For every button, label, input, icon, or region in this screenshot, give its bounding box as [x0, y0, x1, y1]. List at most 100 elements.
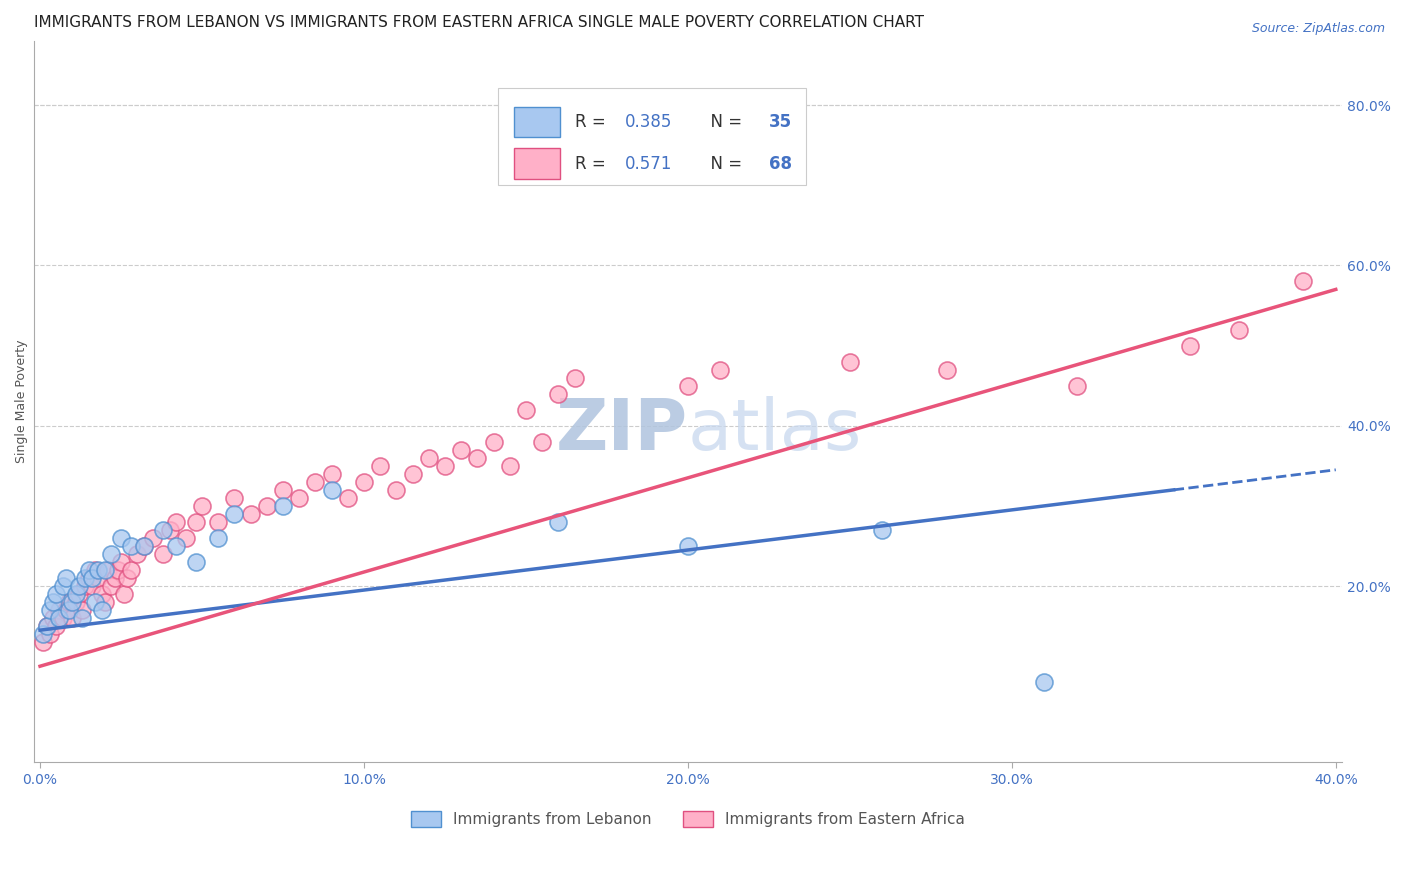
Point	[42, 595, 65, 609]
Point	[32, 627, 55, 641]
Point	[499, 458, 522, 473]
Point	[52, 579, 75, 593]
Point	[55, 603, 77, 617]
Text: 0.385: 0.385	[626, 112, 672, 131]
Point	[936, 362, 959, 376]
Point	[288, 491, 311, 505]
Text: R =: R =	[575, 154, 617, 172]
Text: atlas: atlas	[688, 396, 862, 465]
Point	[224, 491, 246, 505]
Point	[142, 531, 165, 545]
Point	[482, 434, 505, 449]
Point	[152, 523, 174, 537]
Point	[32, 635, 55, 649]
Point	[87, 563, 110, 577]
Point	[191, 499, 214, 513]
Text: 0.571: 0.571	[626, 154, 672, 172]
Point	[304, 475, 326, 489]
Point	[271, 483, 294, 497]
Point	[676, 378, 699, 392]
Point	[48, 603, 70, 617]
Point	[418, 450, 440, 465]
Point	[55, 571, 77, 585]
Bar	[498, 87, 806, 186]
Point	[152, 547, 174, 561]
Y-axis label: Single Male Poverty: Single Male Poverty	[15, 340, 28, 464]
Point	[321, 483, 343, 497]
Point	[67, 587, 90, 601]
Point	[872, 523, 894, 537]
Point	[45, 587, 67, 601]
Point	[94, 595, 117, 609]
Point	[94, 563, 117, 577]
Bar	[513, 148, 560, 178]
Point	[127, 547, 149, 561]
Point	[58, 595, 80, 609]
Point	[35, 619, 58, 633]
Text: ZIP: ZIP	[555, 396, 688, 465]
Point	[515, 402, 537, 417]
Text: N =: N =	[700, 154, 747, 172]
Point	[709, 362, 731, 376]
Legend: Immigrants from Lebanon, Immigrants from Eastern Africa: Immigrants from Lebanon, Immigrants from…	[411, 811, 965, 827]
Point	[239, 507, 262, 521]
Point	[174, 531, 197, 545]
Point	[336, 491, 359, 505]
Point	[385, 483, 408, 497]
Point	[77, 563, 100, 577]
Point	[165, 539, 187, 553]
Text: R =: R =	[575, 112, 617, 131]
Text: Source: ZipAtlas.com: Source: ZipAtlas.com	[1251, 22, 1385, 36]
Point	[70, 611, 93, 625]
Point	[271, 499, 294, 513]
Point	[531, 434, 554, 449]
Point	[184, 515, 207, 529]
Point	[70, 603, 93, 617]
Point	[77, 571, 100, 585]
Point	[184, 555, 207, 569]
Point	[1292, 274, 1315, 288]
Point	[80, 571, 103, 585]
Bar	[513, 106, 560, 136]
Point	[87, 571, 110, 585]
Point	[321, 467, 343, 481]
Point	[107, 563, 129, 577]
Point	[100, 547, 122, 561]
Point	[65, 595, 87, 609]
Point	[401, 467, 423, 481]
Point	[90, 603, 112, 617]
Text: 68: 68	[769, 154, 792, 172]
Point	[433, 458, 456, 473]
Point	[42, 611, 65, 625]
Point	[48, 611, 70, 625]
Point	[1033, 675, 1056, 690]
Point	[35, 619, 58, 633]
Point	[353, 475, 375, 489]
Point	[1066, 378, 1088, 392]
Point	[45, 619, 67, 633]
Point	[84, 595, 107, 609]
Text: N =: N =	[700, 112, 747, 131]
Point	[676, 539, 699, 553]
Point	[67, 579, 90, 593]
Point	[207, 531, 229, 545]
Point	[110, 531, 132, 545]
Point	[97, 563, 120, 577]
Point	[165, 515, 187, 529]
Point	[132, 539, 155, 553]
Point	[450, 442, 472, 457]
Point	[547, 515, 569, 529]
Point	[52, 611, 75, 625]
Point	[84, 563, 107, 577]
Point	[368, 458, 391, 473]
Point	[120, 539, 142, 553]
Point	[1178, 338, 1201, 352]
Point	[62, 611, 84, 625]
Point	[62, 595, 84, 609]
Point	[467, 450, 489, 465]
Point	[838, 354, 860, 368]
Point	[103, 571, 125, 585]
Point	[80, 579, 103, 593]
Point	[564, 370, 586, 384]
Point	[120, 563, 142, 577]
